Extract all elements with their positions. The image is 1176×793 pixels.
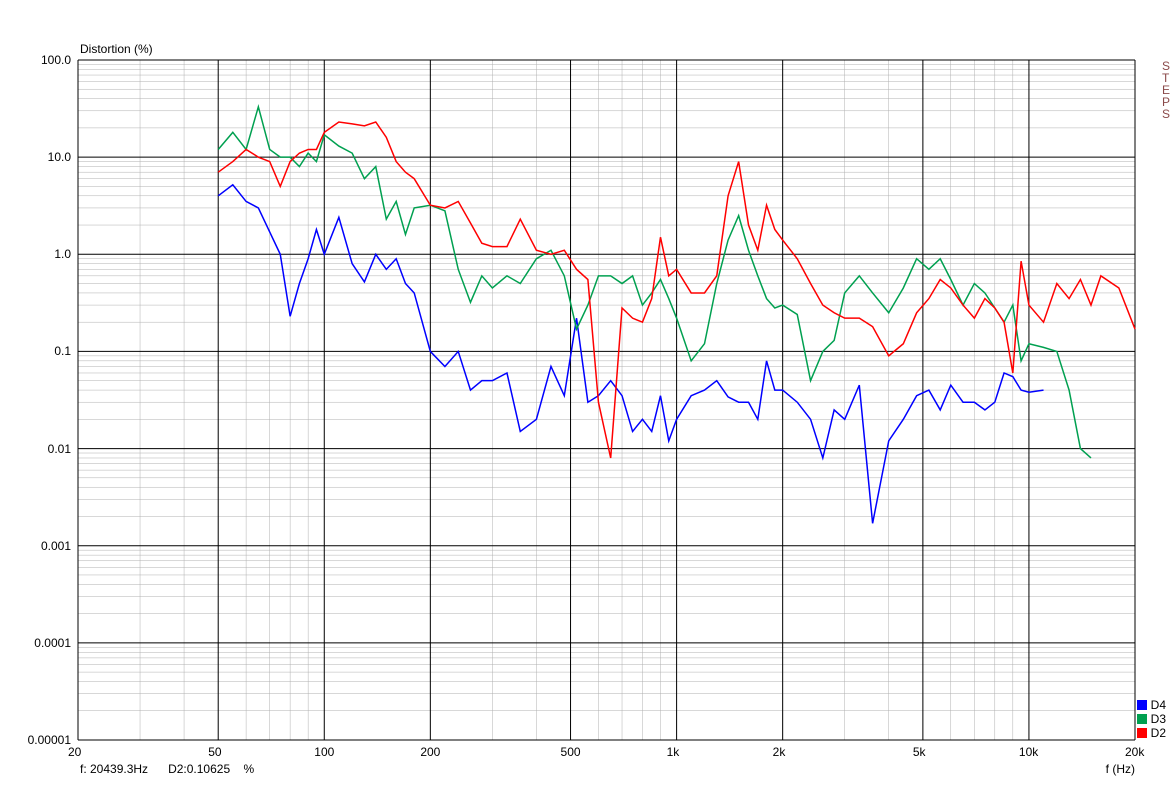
y-tick: 0.001 <box>11 539 71 553</box>
x-tick: 50 <box>208 745 221 759</box>
legend-item: D3 <box>1137 712 1166 726</box>
legend-color-box <box>1137 728 1147 738</box>
x-tick: 2k <box>773 745 786 759</box>
y-axis-title: Distortion (%) <box>80 42 153 56</box>
legend-color-box <box>1137 700 1147 710</box>
y-tick: 0.0001 <box>11 636 71 650</box>
status-bar: f: 20439.3Hz D2:0.10625 % <box>80 762 254 776</box>
plot-svg <box>0 0 1176 793</box>
x-tick: 20k <box>1125 745 1144 759</box>
y-tick: 1.0 <box>11 247 71 261</box>
y-tick: 0.1 <box>11 344 71 358</box>
x-tick: 5k <box>913 745 926 759</box>
legend-item: D4 <box>1137 698 1166 712</box>
x-tick: 10k <box>1019 745 1038 759</box>
x-tick: 200 <box>420 745 440 759</box>
y-tick: 0.01 <box>11 442 71 456</box>
x-tick: 1k <box>667 745 680 759</box>
legend-label: D4 <box>1151 698 1166 712</box>
legend-label: D3 <box>1151 712 1166 726</box>
legend-item: D2 <box>1137 726 1166 740</box>
steps-label: STEPS <box>1162 60 1170 120</box>
distortion-chart: Distortion (%) f (Hz) 0.00001 0.0001 0.001… <box>0 0 1176 793</box>
y-tick: 10.0 <box>11 150 71 164</box>
x-axis-title: f (Hz) <box>1106 762 1135 776</box>
steps-char: S <box>1162 108 1170 120</box>
x-tick: 100 <box>314 745 334 759</box>
status-freq: f: 20439.3Hz <box>80 762 148 776</box>
legend-label: D2 <box>1151 726 1166 740</box>
legend-color-box <box>1137 714 1147 724</box>
status-d2: D2:0.10625 <box>168 762 230 776</box>
legend: D4D3D2 <box>1137 698 1166 740</box>
y-tick: 100.0 <box>11 53 71 67</box>
y-tick: 0.00001 <box>11 733 71 747</box>
x-tick: 500 <box>561 745 581 759</box>
status-unit: % <box>243 762 254 776</box>
x-tick: 20 <box>68 745 81 759</box>
